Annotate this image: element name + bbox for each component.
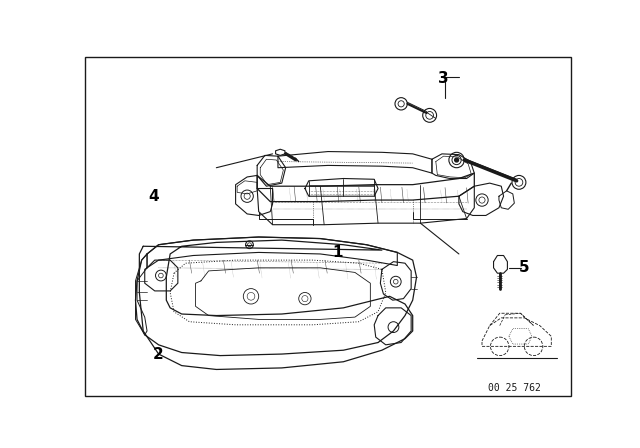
Text: 1: 1 [333,245,343,260]
Text: 3: 3 [438,71,449,86]
Text: 2: 2 [153,347,164,362]
Text: 4: 4 [148,189,159,204]
Circle shape [454,158,458,162]
Text: 5: 5 [519,260,530,276]
Text: 00 25 762: 00 25 762 [488,383,541,392]
